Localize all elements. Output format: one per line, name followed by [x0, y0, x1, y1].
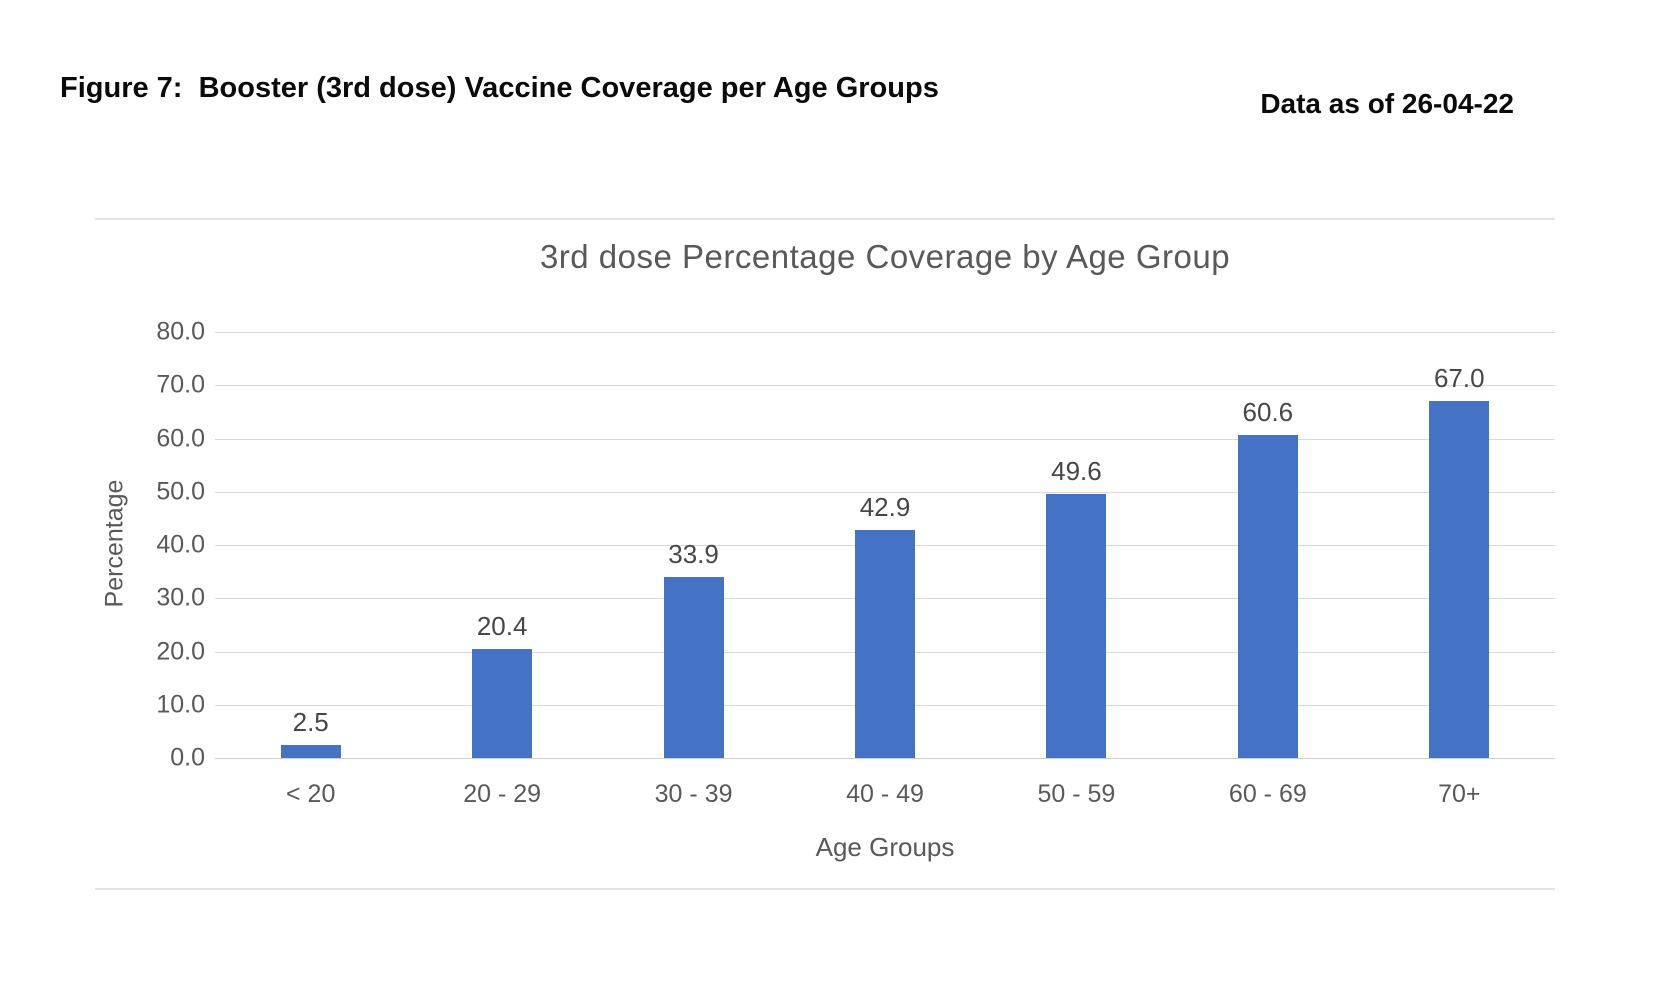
bar-value-label: 67.0: [1433, 363, 1485, 394]
y-tick-label: 70.0: [156, 370, 205, 399]
gridline: [215, 491, 1555, 493]
bar: [855, 529, 915, 758]
bar: [1046, 493, 1107, 758]
y-axis-title: Percentage: [100, 479, 129, 608]
bar: [472, 649, 533, 758]
bar-chart-figure: 3rd dose Percentage Coverage by Age Grou…: [95, 218, 1555, 890]
x-tick-label: 20 - 29: [463, 780, 542, 808]
bar-value-label: 33.9: [668, 539, 719, 570]
x-tick-label: 50 - 59: [1037, 780, 1116, 808]
gridline: [215, 332, 1555, 333]
bar-value-label: 60.6: [1242, 397, 1294, 428]
bar: [1429, 401, 1490, 758]
x-axis-title: Age Groups: [815, 832, 955, 862]
x-tick-label: 40 - 49: [846, 780, 924, 808]
gridline: [215, 758, 1555, 759]
bar: [663, 577, 724, 758]
figure-caption: Figure 7: Booster (3rd dose) Vaccine Cov…: [60, 72, 939, 104]
y-tick-label: 10.0: [156, 690, 205, 719]
y-tick-label: 60.0: [156, 424, 205, 452]
x-tick-label: 70+: [1438, 780, 1481, 808]
bar: [1237, 435, 1298, 758]
chart-title: 3rd dose Percentage Coverage by Age Grou…: [539, 238, 1231, 275]
plot-area: 0.0 10.0 20.0 30.0 40.0 50.0 60.0 70.0 80.0 Perce…: [95, 220, 1555, 892]
y-tick-label: 0.0: [170, 743, 205, 772]
x-tick-label: 60 - 69: [1228, 780, 1307, 808]
bar-value-label: 49.6: [1051, 455, 1102, 486]
data-as-of-label: Data as of 26-04-22: [1260, 88, 1514, 119]
y-tick-label: 20.0: [156, 637, 205, 665]
gridline: [215, 385, 1555, 387]
y-tick-label: 80.0: [156, 317, 205, 346]
bar-value-label: 2.5: [292, 706, 329, 737]
gridline: [215, 438, 1555, 440]
x-tick-label: < 20: [286, 780, 336, 808]
y-tick-label: 40.0: [156, 530, 205, 559]
bar-value-label: 42.9: [859, 491, 911, 522]
y-tick-label: 50.0: [156, 477, 205, 506]
bar-value-label: 20.4: [476, 611, 528, 642]
x-tick-label: 30 - 39: [654, 780, 733, 808]
y-tick-label: 30.0: [156, 583, 205, 612]
bar: [280, 744, 341, 758]
